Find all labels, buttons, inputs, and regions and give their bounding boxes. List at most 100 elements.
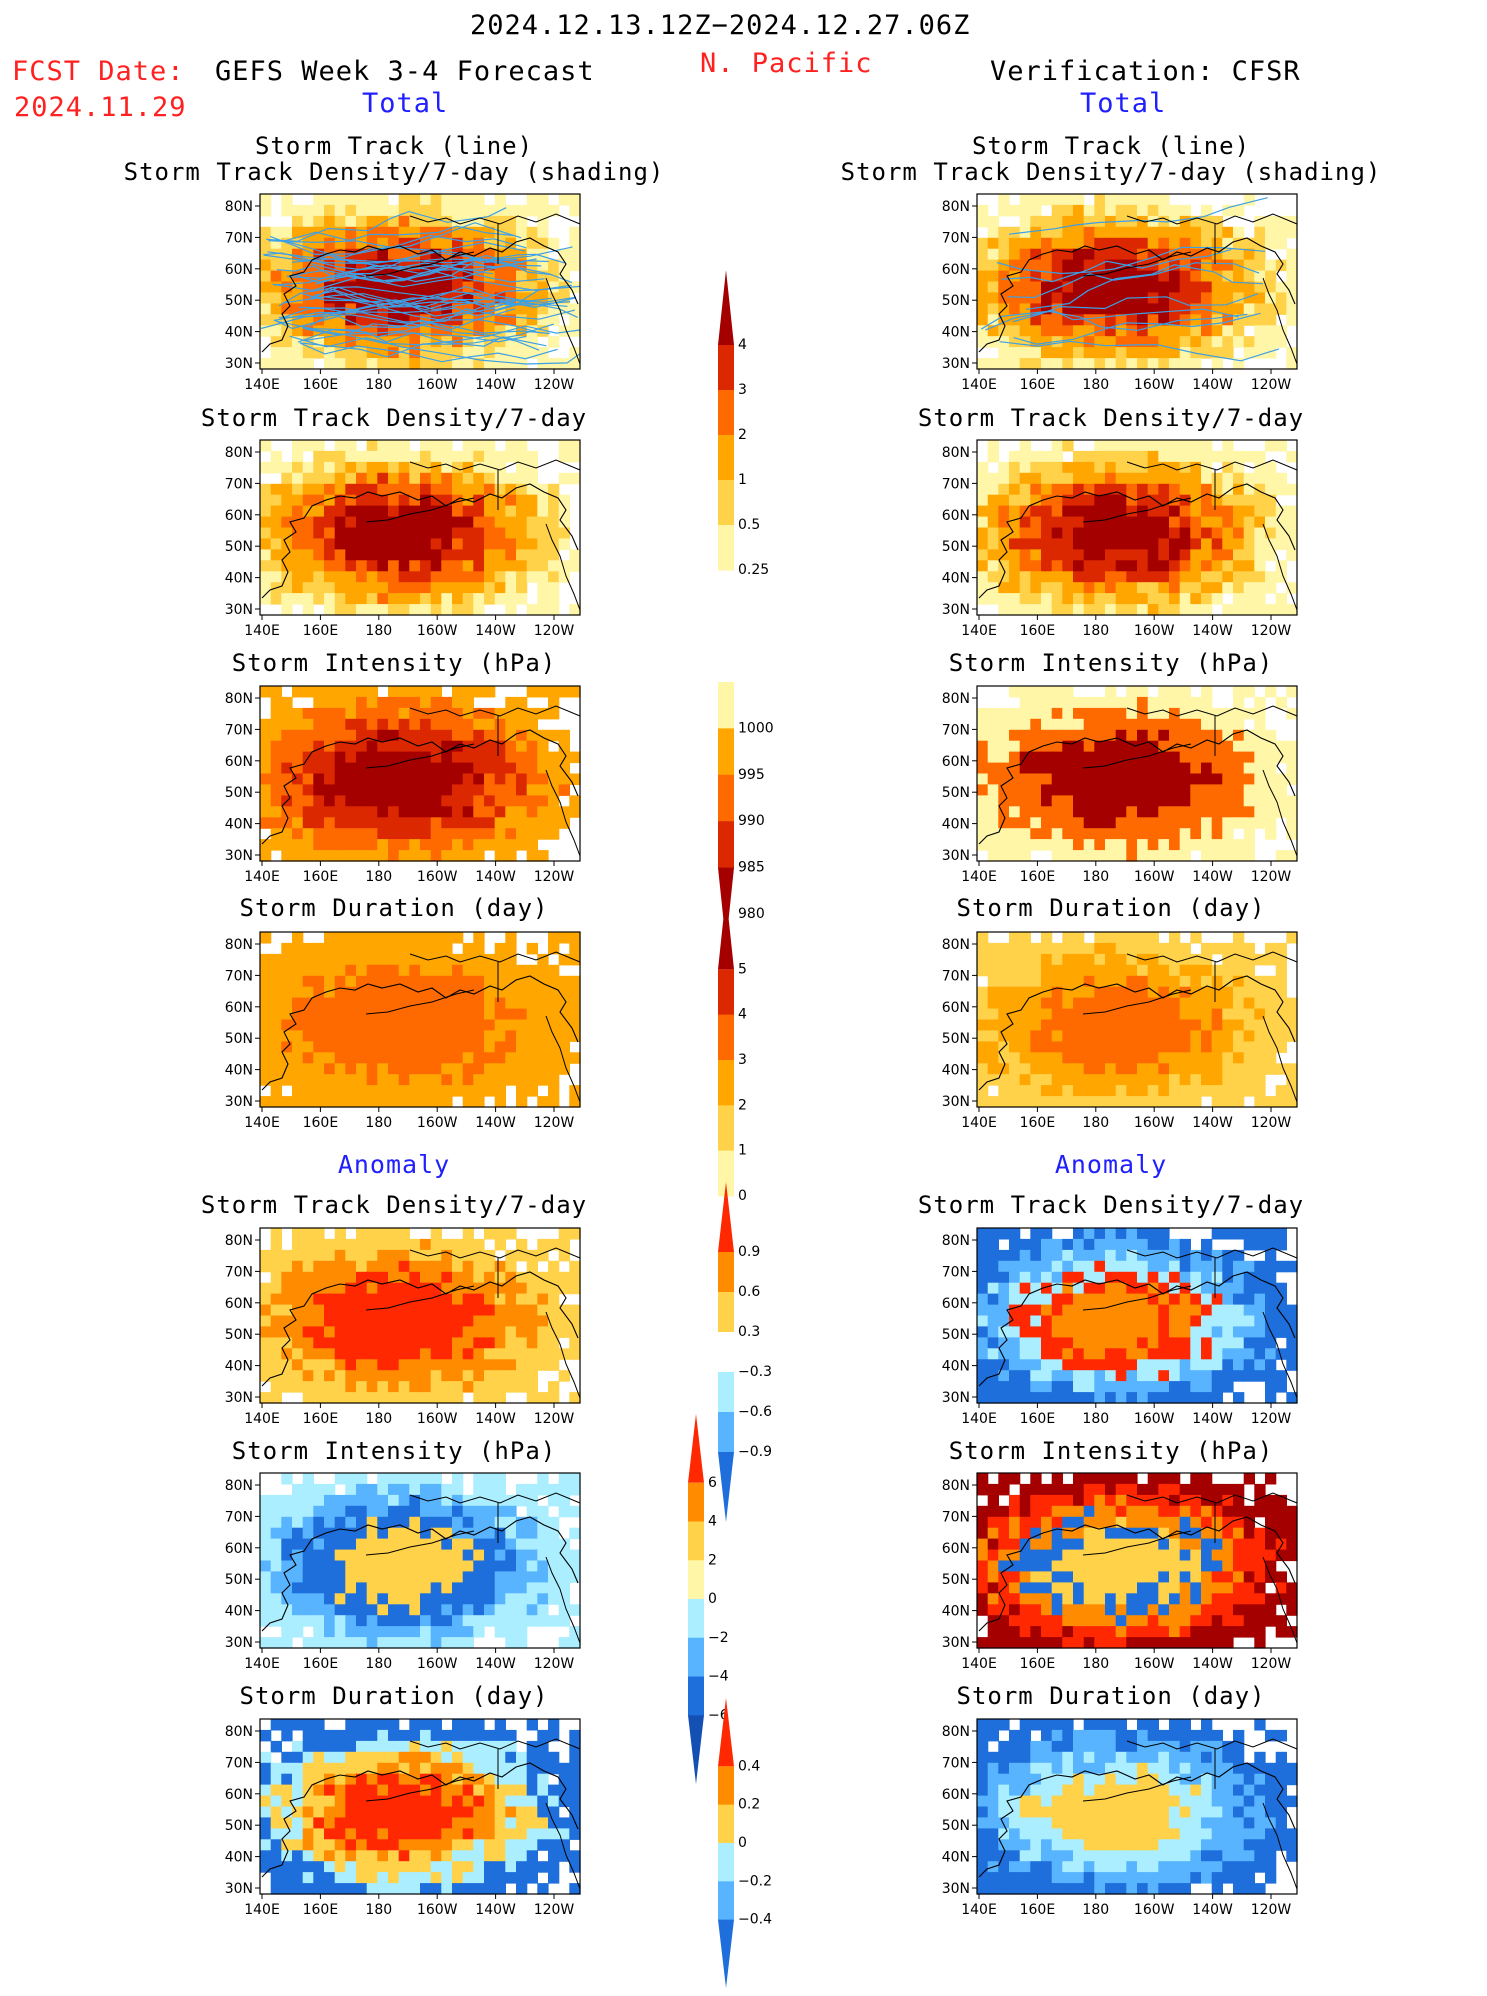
grid-cell: [1222, 998, 1233, 1010]
grid-cell: [1222, 506, 1233, 517]
grid-cell: [977, 1392, 988, 1404]
grid-cell: [313, 976, 324, 988]
grid-cell: [292, 943, 303, 955]
grid-cell: [1276, 943, 1287, 955]
grid-cell: [988, 1348, 999, 1360]
grid-cell: [409, 839, 420, 851]
grid-cell: [1126, 719, 1137, 731]
grid-cell: [505, 473, 516, 485]
grid-cell: [1190, 1020, 1201, 1032]
grid-cell: [1126, 697, 1137, 709]
grid-cell: [988, 954, 999, 966]
grid-cell: [1137, 1337, 1148, 1349]
grid-cell: [1137, 347, 1148, 359]
grid-cell: [271, 1506, 282, 1518]
grid-cell: [1265, 1261, 1276, 1273]
grid-cell: [313, 850, 324, 862]
lon-tick-label: 160E: [1020, 1411, 1056, 1427]
grid-cell: [260, 194, 271, 206]
grid-cell: [281, 325, 292, 337]
lon-tick-label: 160E: [303, 1411, 339, 1427]
grid-cell: [1052, 998, 1063, 1010]
grid-cell: [1201, 473, 1212, 485]
grid-cell: [516, 1030, 527, 1042]
grid-cell: [313, 571, 324, 583]
grid-cell: [1009, 954, 1020, 966]
grid-cell: [505, 1517, 516, 1529]
grid-cell: [1041, 538, 1052, 550]
grid-cell: [977, 1250, 988, 1262]
grid-cell: [388, 440, 399, 452]
grid-cell: [1073, 462, 1084, 474]
grid-cell: [292, 752, 303, 764]
grid-cell: [998, 965, 1009, 977]
grid-cell: [527, 686, 538, 698]
grid-cell: [998, 1359, 1009, 1371]
grid-cell: [324, 1517, 335, 1529]
grid-cell: [569, 249, 580, 261]
grid-cell: [1009, 1381, 1020, 1393]
grid-cell: [1020, 1337, 1031, 1349]
grid-cell: [1116, 1063, 1127, 1075]
grid-cell: [505, 1326, 516, 1338]
grid-cell: [1020, 954, 1031, 966]
grid-cell: [441, 440, 452, 452]
grid-cell: [1169, 205, 1180, 217]
grid-cell: [1094, 976, 1105, 988]
grid-cell: [1009, 686, 1020, 698]
grid-cell: [367, 1392, 378, 1404]
grid-cell: [356, 1495, 367, 1507]
grid-cell: [1286, 1063, 1297, 1075]
grid-cell: [441, 347, 452, 359]
grid-cell: [1158, 1041, 1169, 1053]
grid-cell: [1169, 1326, 1180, 1338]
grid-cell: [431, 1337, 442, 1349]
grid-cell: [527, 987, 538, 999]
grid-cell: [1105, 303, 1116, 315]
grid-cell: [977, 795, 988, 807]
grid-cell: [1158, 719, 1169, 731]
grid-cell: [527, 1528, 538, 1540]
grid-cell: [420, 686, 431, 698]
grid-cell: [452, 473, 463, 485]
grid-cell: [377, 1316, 388, 1328]
grid-cell: [537, 593, 548, 605]
grid-cell: [977, 1305, 988, 1317]
grid-cell: [977, 538, 988, 550]
grid-cell: [1169, 806, 1180, 818]
grid-cell: [516, 1326, 527, 1338]
panel-title: Storm Duration (day): [114, 894, 674, 922]
grid-cell: [303, 976, 314, 988]
grid-cell: [281, 227, 292, 239]
grid-cell: [1180, 1030, 1191, 1042]
grid-cell: [1084, 943, 1095, 955]
grid-cell: [1148, 1250, 1159, 1262]
lat-tick-label: 70N: [225, 476, 253, 492]
grid-cell: [1116, 528, 1127, 540]
grid-cell: [1116, 358, 1127, 370]
grid-cell: [977, 462, 988, 474]
grid-cell: [335, 1063, 346, 1075]
grid-cell: [1137, 440, 1148, 452]
grid-cell: [1254, 528, 1265, 540]
grid-cell: [1148, 538, 1159, 550]
grid-cell: [998, 1009, 1009, 1021]
grid-cell: [495, 1359, 506, 1371]
grid-cell: [537, 795, 548, 807]
grid-cell: [1148, 440, 1159, 452]
grid-cell: [1222, 806, 1233, 818]
grid-cell: [463, 784, 474, 796]
grid-cell: [260, 571, 271, 583]
grid-cell: [1244, 774, 1255, 786]
grid-cell: [452, 850, 463, 862]
grid-cell: [303, 1052, 314, 1064]
grid-cell: [292, 795, 303, 807]
grid-cell: [1009, 549, 1020, 561]
lat-tick-label: 60N: [225, 262, 253, 278]
grid-cell: [1041, 1239, 1052, 1251]
grid-cell: [409, 484, 420, 496]
grid-cell: [1062, 227, 1073, 239]
grid-cell: [527, 451, 538, 463]
